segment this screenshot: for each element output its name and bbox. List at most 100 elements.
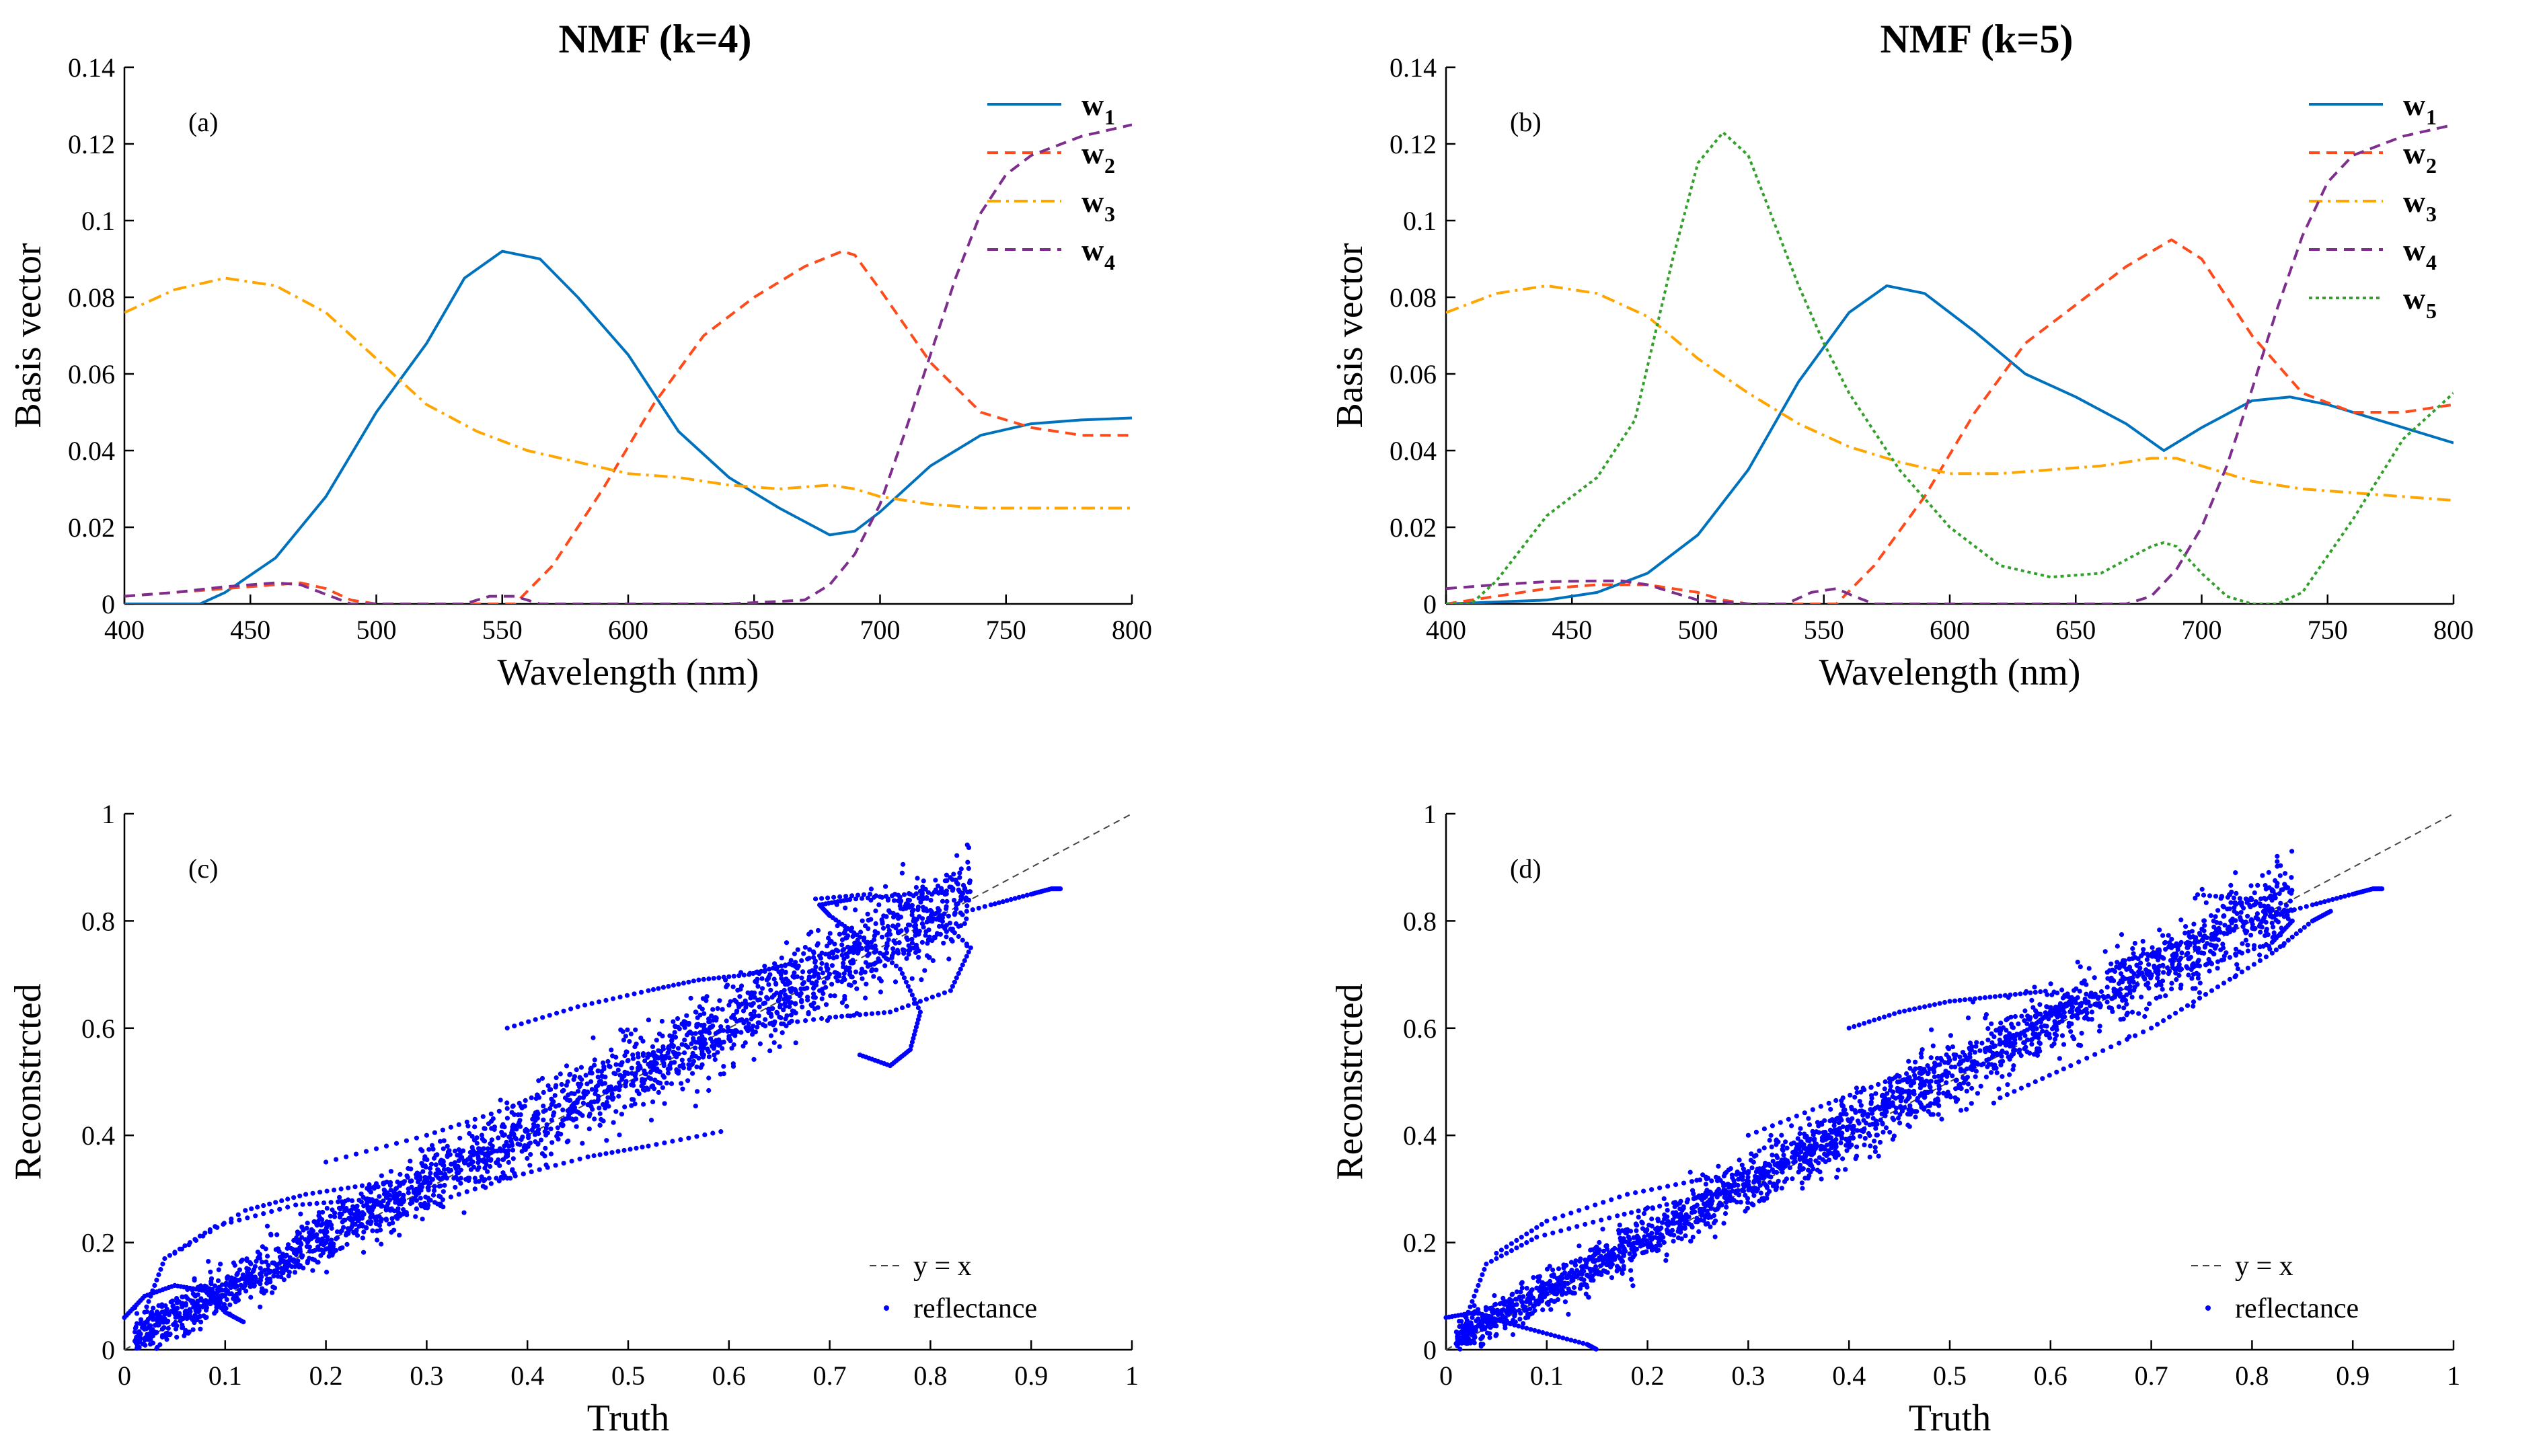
data-point xyxy=(1468,1323,1474,1328)
data-point xyxy=(889,953,895,958)
data-point xyxy=(1919,1055,1924,1060)
data-point xyxy=(684,1013,689,1018)
data-point xyxy=(879,917,884,923)
data-point xyxy=(2007,1072,2012,1077)
data-point xyxy=(409,1184,414,1190)
data-point xyxy=(1780,1143,1786,1149)
x-tick-label: 0.9 xyxy=(2336,1361,2369,1391)
data-point xyxy=(423,1177,428,1182)
data-point xyxy=(738,1030,744,1035)
data-point xyxy=(763,1024,768,1029)
data-point xyxy=(2183,924,2189,929)
data-point xyxy=(2146,985,2152,991)
data-point xyxy=(1016,894,1022,900)
data-point xyxy=(1058,886,1063,892)
data-point xyxy=(229,1216,234,1222)
data-point xyxy=(542,1129,547,1135)
data-point xyxy=(788,1012,794,1018)
data-point xyxy=(2267,894,2272,901)
data-point xyxy=(721,1039,726,1045)
data-point xyxy=(1800,1186,1805,1191)
data-point xyxy=(762,1000,768,1005)
data-point xyxy=(2266,870,2271,875)
data-point xyxy=(1509,1292,1515,1297)
data-point xyxy=(651,1063,656,1068)
data-point xyxy=(307,1201,313,1206)
data-point xyxy=(950,984,955,989)
data-point xyxy=(617,995,623,1000)
data-point xyxy=(324,1159,329,1165)
data-point xyxy=(2169,986,2174,992)
data-point xyxy=(305,1260,310,1266)
chart-title: NMF (k=5) xyxy=(1881,17,2074,61)
data-point xyxy=(807,947,812,952)
data-point xyxy=(187,1307,192,1312)
data-point xyxy=(394,1196,400,1202)
data-point xyxy=(358,1191,364,1196)
data-point xyxy=(775,1010,780,1016)
data-point xyxy=(248,1281,253,1287)
data-point xyxy=(747,972,752,977)
data-point xyxy=(2283,903,2289,908)
data-point xyxy=(2005,1082,2010,1087)
data-point xyxy=(202,1299,208,1304)
data-point xyxy=(1597,1239,1602,1246)
data-point xyxy=(504,1100,510,1106)
data-point xyxy=(718,1071,723,1077)
data-point xyxy=(646,1061,651,1067)
x-tick-label: 700 xyxy=(2182,615,2222,645)
data-point xyxy=(640,1077,645,1082)
data-point xyxy=(2289,849,2295,854)
data-point xyxy=(1814,1141,1819,1147)
data-point xyxy=(328,1250,333,1255)
data-point xyxy=(1837,1115,1843,1120)
data-point xyxy=(2213,914,2218,919)
data-point xyxy=(2197,981,2203,986)
data-point xyxy=(414,1135,420,1141)
data-point xyxy=(590,1106,595,1112)
data-point xyxy=(2195,959,2201,964)
data-point xyxy=(1548,1298,1554,1303)
data-point xyxy=(500,1170,506,1176)
data-point xyxy=(591,1153,597,1159)
data-point xyxy=(2220,942,2226,947)
data-point xyxy=(731,973,736,979)
data-point xyxy=(567,1098,573,1103)
data-point xyxy=(2132,985,2137,990)
data-point xyxy=(763,968,768,973)
data-point xyxy=(883,884,888,889)
data-point xyxy=(559,1081,564,1087)
data-point xyxy=(383,1143,389,1149)
data-point xyxy=(1555,1297,1560,1303)
data-point xyxy=(456,1122,461,1127)
data-point xyxy=(1617,1223,1622,1228)
data-point xyxy=(523,1098,528,1103)
data-point xyxy=(195,1299,200,1304)
data-point xyxy=(182,1243,188,1248)
data-point xyxy=(916,930,921,936)
x-tick-label: 0.1 xyxy=(208,1361,242,1391)
data-point xyxy=(793,960,798,965)
data-point xyxy=(2193,947,2198,952)
data-point xyxy=(1782,1163,1788,1169)
data-point xyxy=(1905,1096,1911,1102)
data-point xyxy=(691,1059,696,1064)
data-point xyxy=(1020,894,1026,899)
data-point xyxy=(726,974,732,979)
data-point xyxy=(693,1045,698,1050)
data-point xyxy=(568,1110,574,1116)
legend-label-w1: w xyxy=(2403,87,2425,122)
data-point xyxy=(925,890,931,895)
data-point xyxy=(2237,901,2242,906)
data-point xyxy=(770,1006,775,1011)
data-point xyxy=(659,1018,665,1024)
legend-label-w5: w xyxy=(2403,281,2425,315)
data-point xyxy=(633,1027,638,1032)
data-point xyxy=(2086,999,2091,1005)
data-point xyxy=(2037,1040,2042,1045)
data-point xyxy=(310,1235,315,1240)
data-point xyxy=(2195,975,2201,981)
data-point xyxy=(568,1006,574,1011)
legend-subscript-w3: 3 xyxy=(1104,202,1115,226)
data-point xyxy=(379,1217,385,1222)
